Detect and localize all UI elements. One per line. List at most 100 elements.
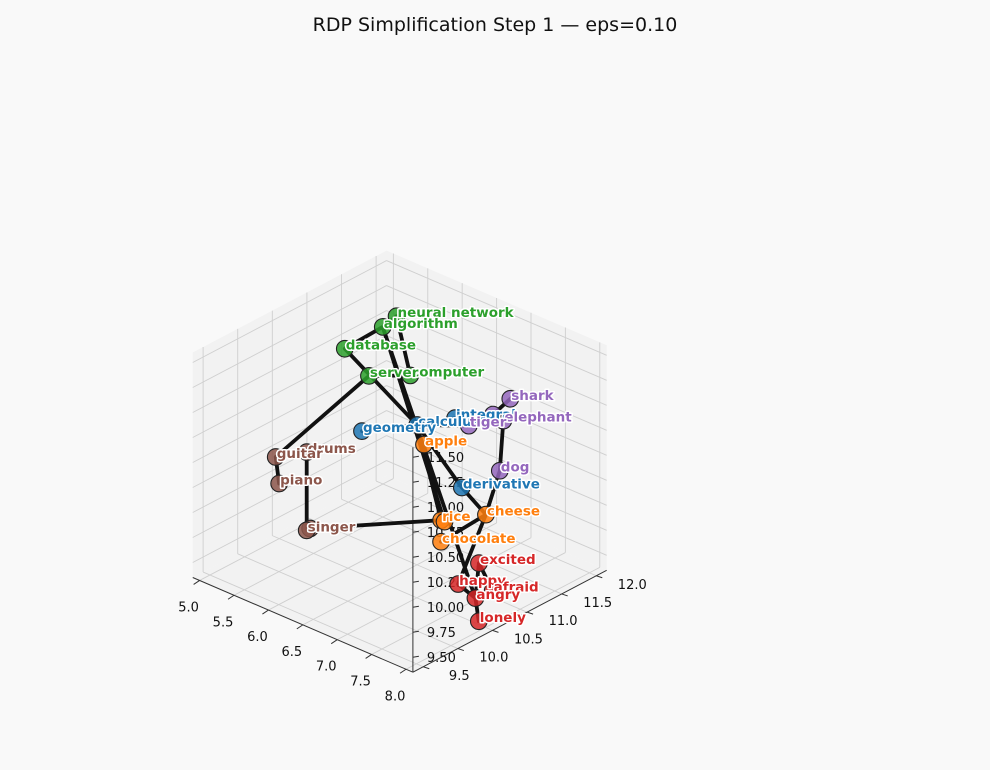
grid-z-left xyxy=(192,285,387,388)
point-geometry xyxy=(353,422,371,440)
grid-y-floor xyxy=(272,535,493,631)
grid-z-left xyxy=(192,335,387,438)
label-database: database xyxy=(346,338,416,354)
point-chocolate xyxy=(432,532,450,551)
y-tick-label: 11.0 xyxy=(549,614,578,629)
y-tick-label: 11.5 xyxy=(583,596,612,611)
grid-z-left xyxy=(192,360,387,463)
grid-z-back xyxy=(386,460,607,556)
z-tick-mark xyxy=(412,605,419,608)
point-apple xyxy=(415,435,433,454)
label-angry: angry xyxy=(476,587,520,603)
data-points xyxy=(266,307,520,631)
x-tick-label: 6.0 xyxy=(247,630,268,645)
pane-2 xyxy=(192,250,387,578)
grid-z-back xyxy=(386,285,607,381)
grid-x-floor xyxy=(302,522,497,626)
axis-lines xyxy=(192,447,607,674)
grid-x-floor xyxy=(199,478,394,581)
point-dog xyxy=(490,461,509,480)
grid-z-left xyxy=(192,310,387,413)
z-tick-mark xyxy=(412,530,419,533)
point-excited xyxy=(470,554,488,572)
label-server: server xyxy=(370,365,419,381)
z-tick-label: 9.75 xyxy=(427,626,456,641)
y-tick-label: 10.5 xyxy=(514,632,543,647)
label-calculus: calculus xyxy=(418,414,480,430)
y-tick-label: 9.5 xyxy=(449,669,470,684)
label-neural-network: neural network xyxy=(398,305,515,321)
grid-z-left xyxy=(192,385,387,488)
x-tick-label: 8.0 xyxy=(385,689,406,704)
label-apple: apple xyxy=(425,434,467,450)
label-algorithm: algorithm xyxy=(384,316,458,332)
z-tick-label: 10.50 xyxy=(427,551,464,566)
label-guitar: guitar xyxy=(277,446,323,462)
x-tick-mark xyxy=(330,639,338,645)
grid-z-back xyxy=(386,335,607,431)
point-tiger xyxy=(459,416,478,435)
label-derivative: derivative xyxy=(463,477,540,493)
y-tick-label: 10.0 xyxy=(479,651,508,666)
point-calculus xyxy=(408,416,426,434)
grid-x-floor xyxy=(268,507,463,611)
point-computer xyxy=(401,366,420,385)
grid-y-floor xyxy=(341,498,562,595)
z-tick-mark xyxy=(412,480,419,483)
label-piano: piano xyxy=(280,473,322,489)
point-server xyxy=(360,367,378,385)
x-tick-label: 7.0 xyxy=(316,660,337,675)
label-geometry: geometry xyxy=(363,420,436,436)
point-angry xyxy=(466,589,485,608)
point-happy xyxy=(449,575,468,593)
grid-x-floor xyxy=(337,537,532,641)
y-tick-mark xyxy=(561,593,568,597)
x-tick-label: 5.5 xyxy=(213,615,234,630)
label-chocolate: chocolate xyxy=(442,531,516,547)
point-piano xyxy=(270,474,288,493)
label-excited: excited xyxy=(480,552,536,568)
point-neural-network xyxy=(387,307,406,326)
z-tick-mark xyxy=(412,505,419,508)
point-drums xyxy=(297,443,316,461)
label-lonely: lonely xyxy=(480,610,526,626)
x-tick-label: 5.0 xyxy=(178,600,199,615)
grid-z-left xyxy=(192,460,387,563)
x-tick-label: 7.5 xyxy=(350,674,371,689)
x-tick-mark xyxy=(227,594,235,600)
point-guitar xyxy=(266,448,285,466)
point-database xyxy=(335,339,354,358)
grid-x-floor xyxy=(233,492,428,596)
label-singer: singer xyxy=(308,519,356,535)
label-cheese: cheese xyxy=(487,504,540,520)
y-tick-mark xyxy=(596,575,603,579)
grid-x-floor xyxy=(405,566,600,670)
y-tick-mark xyxy=(423,666,430,670)
grid-y-floor xyxy=(202,571,424,668)
grid-z-left xyxy=(192,260,387,363)
z-tick-mark xyxy=(412,455,419,458)
grid-z-back xyxy=(386,310,607,406)
point-algorithm xyxy=(373,318,392,336)
x-tick-mark xyxy=(262,609,269,615)
x-tick-mark xyxy=(399,668,407,674)
x-tick-mark xyxy=(365,654,372,659)
y-tick-mark xyxy=(457,648,465,652)
y-tick-label: 12.0 xyxy=(618,578,647,593)
x-tick-mark xyxy=(296,624,304,630)
y-tick-mark xyxy=(526,611,534,615)
point-lonely xyxy=(469,612,488,631)
grid-z-back xyxy=(386,260,607,356)
y-axis-line xyxy=(412,569,607,673)
grid-y-floor xyxy=(237,553,459,649)
z-tick-mark xyxy=(412,630,419,633)
point-shark xyxy=(501,389,520,408)
grid-z-back xyxy=(386,385,607,481)
label-elephant: elephant xyxy=(504,410,572,426)
point-singer xyxy=(297,521,316,540)
point-derivative xyxy=(452,478,471,497)
label-happy: happy xyxy=(459,573,506,589)
x-tick-label: 6.5 xyxy=(281,645,302,660)
y-tick-mark xyxy=(492,629,499,633)
